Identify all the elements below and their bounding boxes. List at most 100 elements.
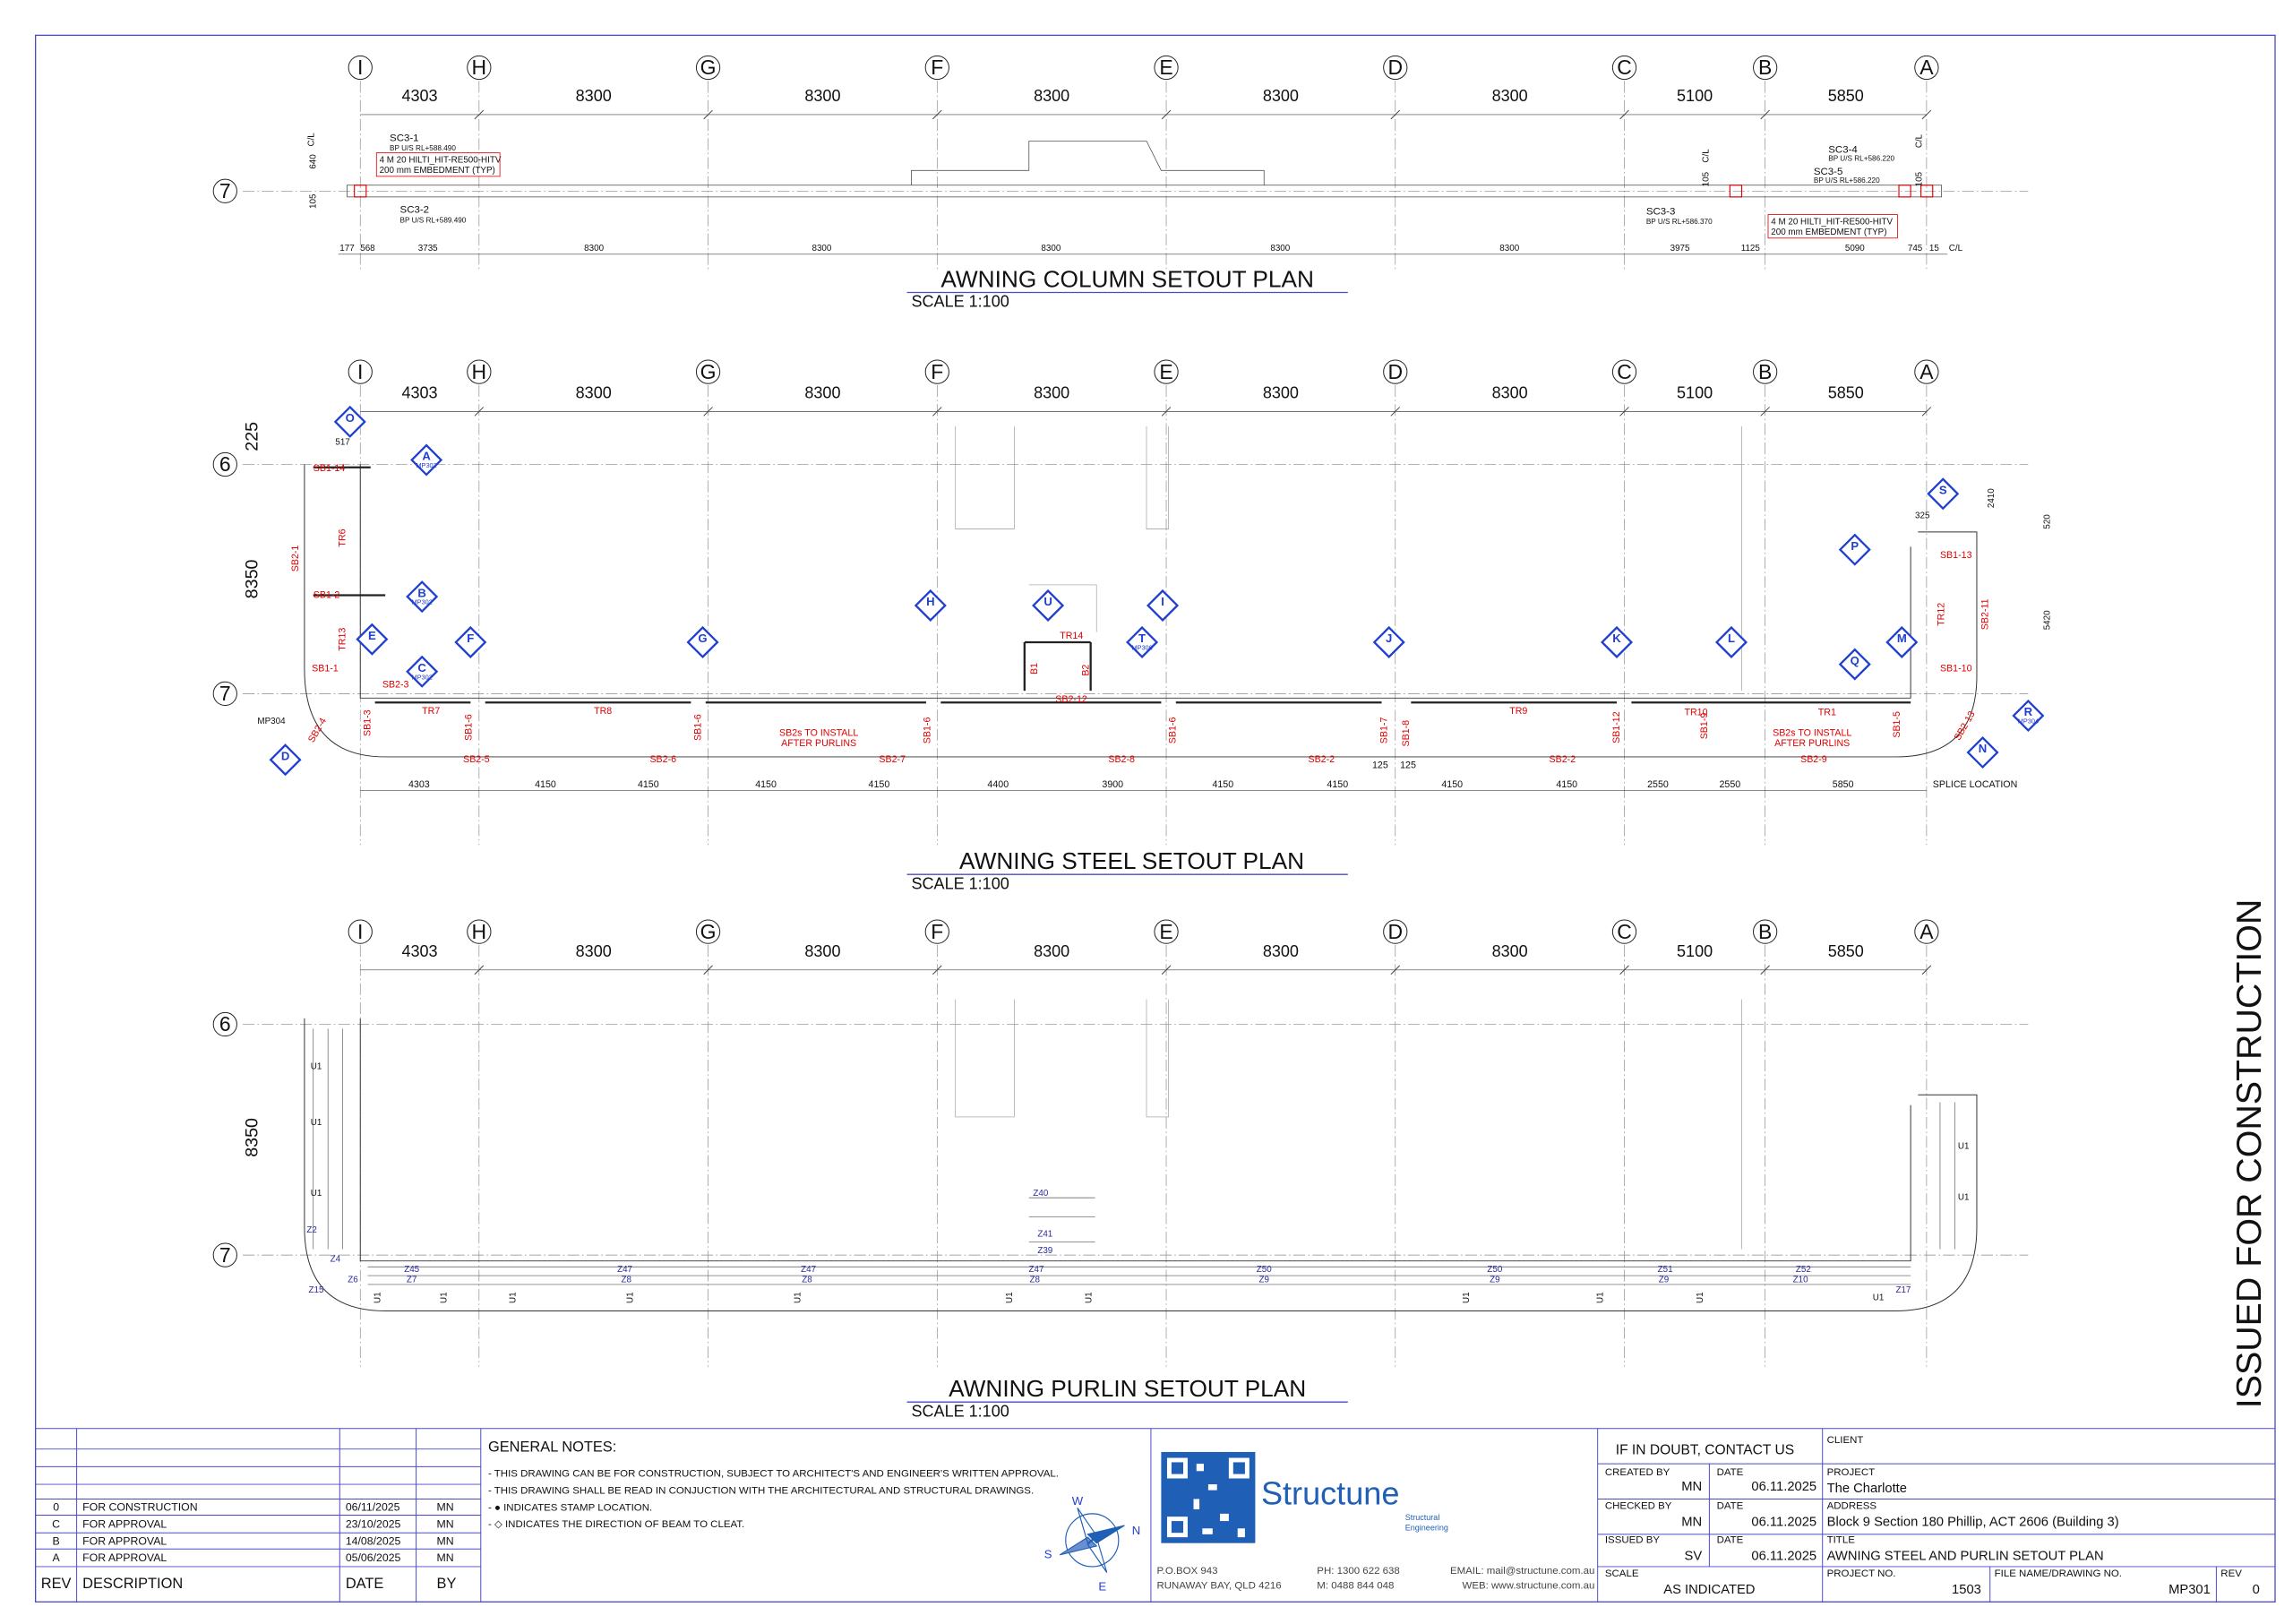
- stamp-letter: U: [1043, 595, 1052, 608]
- stamp-marker: [2012, 699, 2045, 733]
- member-label: SB1-6: [1167, 717, 1178, 744]
- notes-title: GENERAL NOTES:: [488, 1439, 616, 1455]
- company-info: EMAIL: mail@structune.com.au: [1450, 1566, 1594, 1577]
- dimension-label: 8300: [584, 244, 604, 253]
- member-label: SB1-5: [1892, 711, 1902, 738]
- company-info: WEB: www.structune.com.au: [1463, 1580, 1595, 1591]
- dimension-label: 8300: [1492, 942, 1528, 960]
- revision-header: REV: [41, 1576, 72, 1592]
- title-block-text: 0: [2253, 1583, 2260, 1597]
- purlin-label: U1: [1005, 1292, 1015, 1303]
- dimension-label: 517: [335, 437, 349, 447]
- stamp-ref: MP304: [2018, 717, 2039, 726]
- grid-label: I: [357, 920, 363, 943]
- column: [1920, 185, 1934, 198]
- stamp-marker: [406, 580, 439, 614]
- member-label: Z17: [1895, 1285, 1911, 1295]
- dimension-label: 105: [1915, 171, 1925, 186]
- dimension-label: 5090: [1845, 244, 1865, 253]
- title-block-text: AS INDICATED: [1663, 1583, 1755, 1597]
- stamp-letter: G: [698, 632, 707, 645]
- stamp-marker: [1966, 735, 1999, 769]
- stamp-letter: H: [926, 595, 934, 608]
- grid-label: 7: [219, 682, 231, 705]
- dimension-label: 520: [2042, 514, 2052, 529]
- member-label: SB2-2: [1308, 754, 1335, 765]
- revision-cell: MN: [437, 1551, 454, 1564]
- purlin-label: U1: [794, 1292, 803, 1303]
- grid-label: E: [1159, 920, 1172, 943]
- annotation: BP U/S RL+586.220: [1828, 154, 1894, 162]
- member-label: TR14: [1060, 631, 1083, 641]
- dimension-label: 5420: [2042, 610, 2052, 630]
- member-label: SB1-3: [362, 709, 373, 736]
- member-label: Z51: [1658, 1265, 1673, 1275]
- member-label: SB1-6: [463, 714, 474, 741]
- company-info: RUNAWAY BAY, QLD 4216: [1156, 1580, 1281, 1591]
- annotation: BP U/S RL+586.370: [1646, 218, 1713, 226]
- dimension-tick: [703, 965, 713, 975]
- purlin-label: U1: [1958, 1141, 1970, 1151]
- member-label: AFTER PURLINS: [781, 738, 856, 749]
- dimension-label: 8300: [1492, 383, 1528, 401]
- dimension-tick: [1921, 407, 1932, 417]
- building-outline: [911, 141, 1265, 185]
- dimension-label: 8300: [1034, 87, 1069, 105]
- awning-inner: [359, 464, 1911, 699]
- revision-cell: A: [53, 1551, 61, 1564]
- member-label: SB2-8: [1108, 754, 1135, 765]
- note-box: [375, 152, 501, 177]
- member-label: TR9: [1509, 706, 1527, 717]
- dimension-label: 4303: [401, 942, 437, 960]
- stamp-marker: [1885, 625, 1919, 658]
- grid-label: I: [357, 360, 363, 383]
- dimension-label: 8300: [1034, 383, 1069, 401]
- title-block-text: 06.11.2025: [1751, 1549, 1816, 1563]
- company-tagline: Engineering: [1405, 1524, 1448, 1533]
- member-label: Z8: [802, 1276, 812, 1285]
- dimension-label: C/L: [307, 133, 317, 147]
- dimension-label: 8300: [804, 942, 840, 960]
- grid-label: 6: [219, 452, 231, 476]
- title-block-text: Block 9 Section 180 Phillip, ACT 2606 (B…: [1827, 1516, 2119, 1530]
- member-label: SB2-7: [879, 754, 906, 765]
- dimension-label: 8300: [1263, 383, 1299, 401]
- title-block-text: 06.11.2025: [1751, 1480, 1816, 1494]
- dimension-label: 8350: [243, 1118, 262, 1157]
- title-block-text: MN: [1681, 1516, 1702, 1530]
- column: [354, 185, 367, 198]
- title-block-text: MN: [1681, 1480, 1702, 1494]
- building-outline: [955, 999, 1742, 1250]
- title-block-text: DATE: [1717, 1501, 1744, 1512]
- dimension-label: 8300: [1041, 244, 1061, 253]
- grid-label: D: [1387, 920, 1403, 943]
- title-block-text: TITLE: [1827, 1534, 1856, 1545]
- awning-inner: [359, 1018, 1911, 1262]
- dimension-tick: [932, 965, 942, 975]
- grid-bubble: [924, 919, 949, 944]
- note-line: - THIS DRAWING SHALL BE READ IN CONJUCTI…: [488, 1485, 1034, 1496]
- grid-label: H: [472, 360, 487, 383]
- member-label: B1: [1029, 663, 1040, 675]
- title-block-text: PROJECT NO.: [1827, 1568, 1896, 1579]
- note-line: - ● INDICATES STAMP LOCATION.: [488, 1502, 652, 1513]
- dimension-label: 4150: [638, 779, 659, 790]
- awning-beam: [347, 185, 1943, 198]
- revision-cell: MN: [437, 1501, 454, 1514]
- revision-header: BY: [437, 1576, 457, 1592]
- compass-letter: N: [1132, 1524, 1140, 1537]
- dimension-label: 5850: [1833, 779, 1854, 790]
- dimension-tick: [1390, 407, 1401, 417]
- stamp-letter: S: [1939, 483, 1947, 496]
- member-label: Z6: [348, 1276, 358, 1285]
- dimension-label: 125: [1372, 760, 1388, 771]
- grid-bubble: [1383, 55, 1408, 81]
- member-label: Z47: [801, 1265, 816, 1275]
- member-label: TR6: [337, 528, 348, 546]
- company-tagline: Structural: [1405, 1513, 1440, 1522]
- grid-label: C: [1617, 56, 1632, 79]
- purlins: [313, 1028, 1955, 1285]
- member-label: AFTER PURLINS: [1774, 738, 1850, 749]
